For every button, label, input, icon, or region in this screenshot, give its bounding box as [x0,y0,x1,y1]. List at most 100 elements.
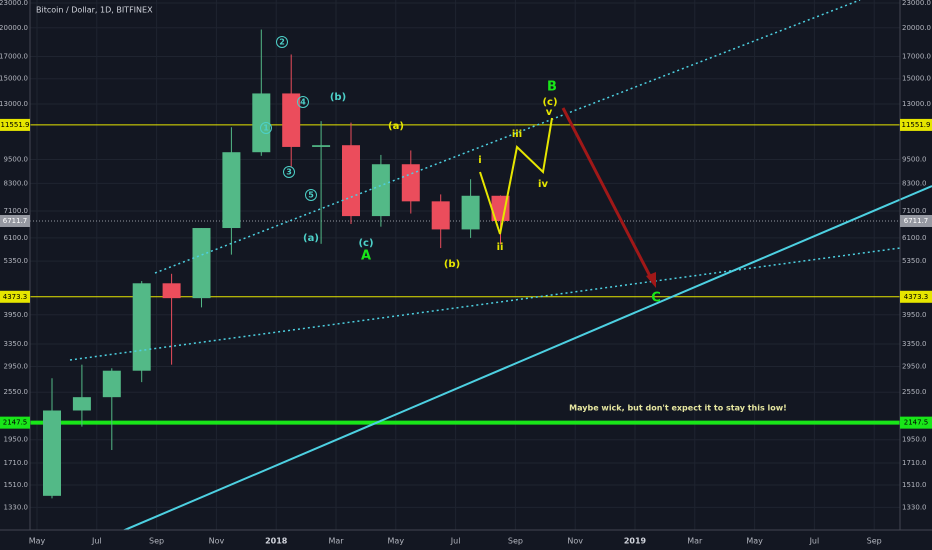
candle-body [342,145,360,217]
x-tick-label: May [746,537,763,546]
y-tick-label: 20000.0 [902,24,931,32]
price-label: 4373.3 [3,293,28,301]
y-tick-label: 1950.0 [4,436,29,444]
x-axis [0,530,932,550]
annotation: Maybe wick, but don't expect it to stay … [569,404,787,413]
y-tick-label: 5350.0 [4,257,29,265]
y-tick-label: 8300.0 [4,179,29,187]
wave-label: 2 [279,38,285,47]
wave-label: C [651,291,661,306]
x-tick-label: 2019 [624,537,647,546]
x-tick-label: Mar [328,537,344,546]
wave-circle [297,96,309,108]
projection [479,117,553,235]
wave-label: B [547,80,557,95]
y-tick-label: 5350.0 [902,257,927,265]
price-label-box [900,290,932,303]
y-tick-label: 7100.0 [4,207,29,215]
price-label-box [900,214,932,227]
candle-body [132,283,151,371]
grid [30,0,900,530]
y-tick-label: 2950.0 [4,362,29,370]
price-label: 11551.9 [1,121,30,129]
candle-body [401,164,420,202]
y-tick-label: 3950.0 [902,311,927,319]
y-tick-label: 13000.0 [902,100,931,108]
x-tick-label: 2018 [265,537,288,546]
y-tick-label: 9500.0 [902,156,927,164]
trendline [154,0,861,274]
y-tick-label: 8300.0 [902,179,927,187]
candle-body [431,201,450,230]
wave-label: 3 [286,168,292,177]
candle-body [222,152,241,229]
wave-label: iv [538,179,548,190]
price-label-box [0,290,30,303]
drawings [69,0,932,533]
annotations: 12345(a)(b)(c)A(a)(b)iiiiiiivv(c)BCMaybe… [260,36,787,413]
candle-body [192,228,211,299]
price-label: 4373.3 [904,293,929,301]
y-tick-label: 1510.0 [4,481,29,489]
y-tick-label: 3350.0 [902,340,927,348]
x-tick-label: May [388,537,405,546]
price-label-box [900,118,932,131]
wave-circle [276,36,288,48]
wave-circle [260,122,272,134]
trendline [119,185,932,533]
y-tick-label: 1330.0 [4,503,29,511]
price-label: 6711.7 [904,217,929,225]
x-tick-label: Sep [508,537,523,546]
y-tick-label: 17000.0 [0,53,28,61]
candle-body [43,410,61,496]
wave-label: (c) [542,97,557,108]
price-label: 2147.5 [3,419,28,427]
price-label: 6711.7 [3,217,28,225]
price-label: 11551.9 [902,121,931,129]
y-tick-label: 15000.0 [0,75,28,83]
x-tick-label: May [29,537,46,546]
y-tick-label: 2550.0 [4,388,29,396]
y-tick-label: 1950.0 [902,436,927,444]
x-tick-label: Sep [867,537,882,546]
y-tick-label: 2550.0 [902,388,927,396]
price-label-box [0,214,30,227]
candle-body [461,195,480,230]
price-label: 2147.5 [904,419,929,427]
x-tick-label: Mar [687,537,703,546]
y-tick-label: 7100.0 [902,207,927,215]
y-tick-label: 1710.0 [902,459,927,467]
y-tick-label: 1710.0 [4,459,29,467]
y-tick-label: 2950.0 [902,362,927,370]
wave-label: (b) [444,259,460,270]
y-tick-label: 1510.0 [902,481,927,489]
wave-label: v [546,107,553,118]
wave-label: iii [512,129,522,140]
wave-label: (a) [388,121,404,132]
price-label-box [0,118,30,131]
arrow-head [646,272,656,288]
candle-body [252,93,271,153]
candle-body [162,283,181,299]
wave-circle [283,166,295,178]
wave-label: (c) [358,238,373,249]
y-tick-label: 23000.0 [0,0,28,7]
wave-label: 4 [300,98,306,107]
candle-body [282,93,301,147]
arrow [561,107,654,281]
y-tick-label: 3350.0 [4,340,29,348]
x-tick-label: Jul [450,537,461,546]
chart-title: Bitcoin / Dollar, 1D, BITFINEX [36,6,153,15]
wave-label: (a) [303,233,319,244]
wave-circle [305,189,317,201]
y-tick-label: 20000.0 [0,24,28,32]
wave-label: i [478,155,481,166]
price-label-box [900,416,932,429]
x-tick-label: Sep [149,537,164,546]
y-tick-label: 13000.0 [0,100,28,108]
wave-label: A [361,249,371,264]
candle-body [72,397,91,411]
